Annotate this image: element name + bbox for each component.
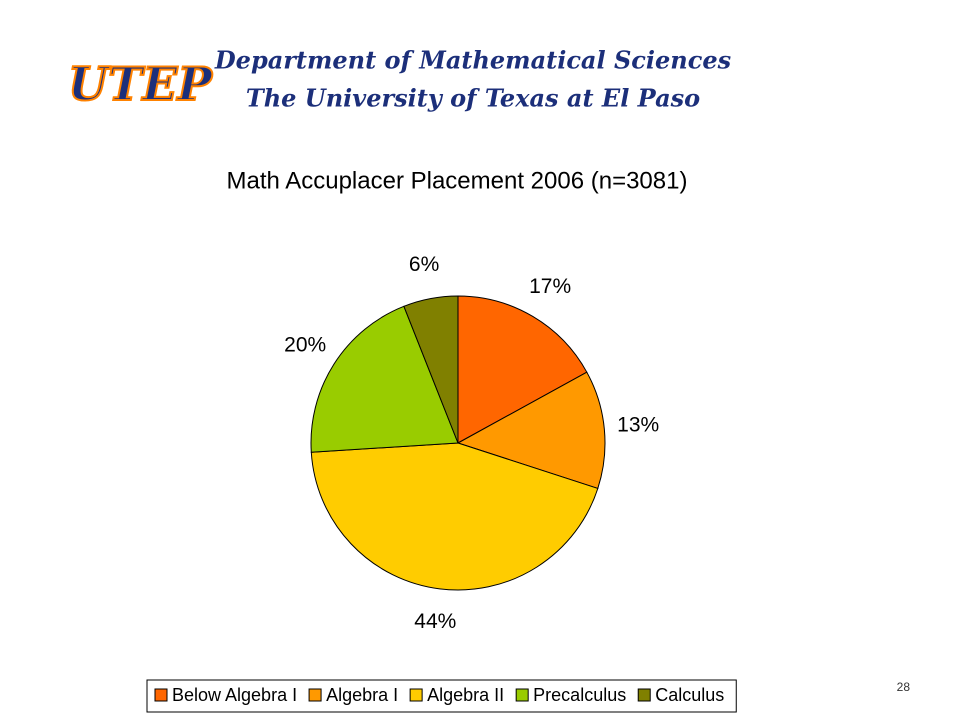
page-number: 28 (897, 680, 911, 694)
legend-label: Below Algebra I (172, 685, 297, 705)
legend-label: Precalculus (533, 685, 626, 705)
logo: UTEP (67, 56, 214, 112)
legend-label: Calculus (655, 685, 724, 705)
legend: Below Algebra I Algebra I Algebra II Precal… (146, 679, 737, 713)
logo-text: UTEP (68, 57, 213, 111)
chart-title: Math Accuplacer Placement 2006 (n=3081) (227, 167, 688, 194)
legend-swatch (637, 688, 651, 702)
pie-slice (310, 305, 459, 453)
value-label: 17% (529, 275, 571, 298)
value-label: 6% (409, 253, 439, 276)
pie-slice (456, 371, 606, 490)
header-subtitle: The University of Texas at El Paso (246, 84, 700, 113)
legend-swatch (515, 688, 529, 702)
value-label: 20% (284, 334, 326, 357)
legend-swatch (409, 688, 423, 702)
pie-slice (310, 442, 599, 591)
pie-slice (457, 295, 588, 444)
legend-swatch (308, 688, 322, 702)
legend-label: Algebra I (326, 685, 398, 705)
header-title: Department of Mathematical Sciences (214, 46, 732, 75)
pie: 17% 13% 44% 20% 6% (284, 253, 659, 633)
legend-swatch (154, 688, 168, 702)
legend-label: Algebra II (427, 685, 504, 705)
pie-slice (403, 295, 459, 444)
value-label: 44% (414, 610, 456, 633)
value-label: 13% (617, 414, 659, 437)
